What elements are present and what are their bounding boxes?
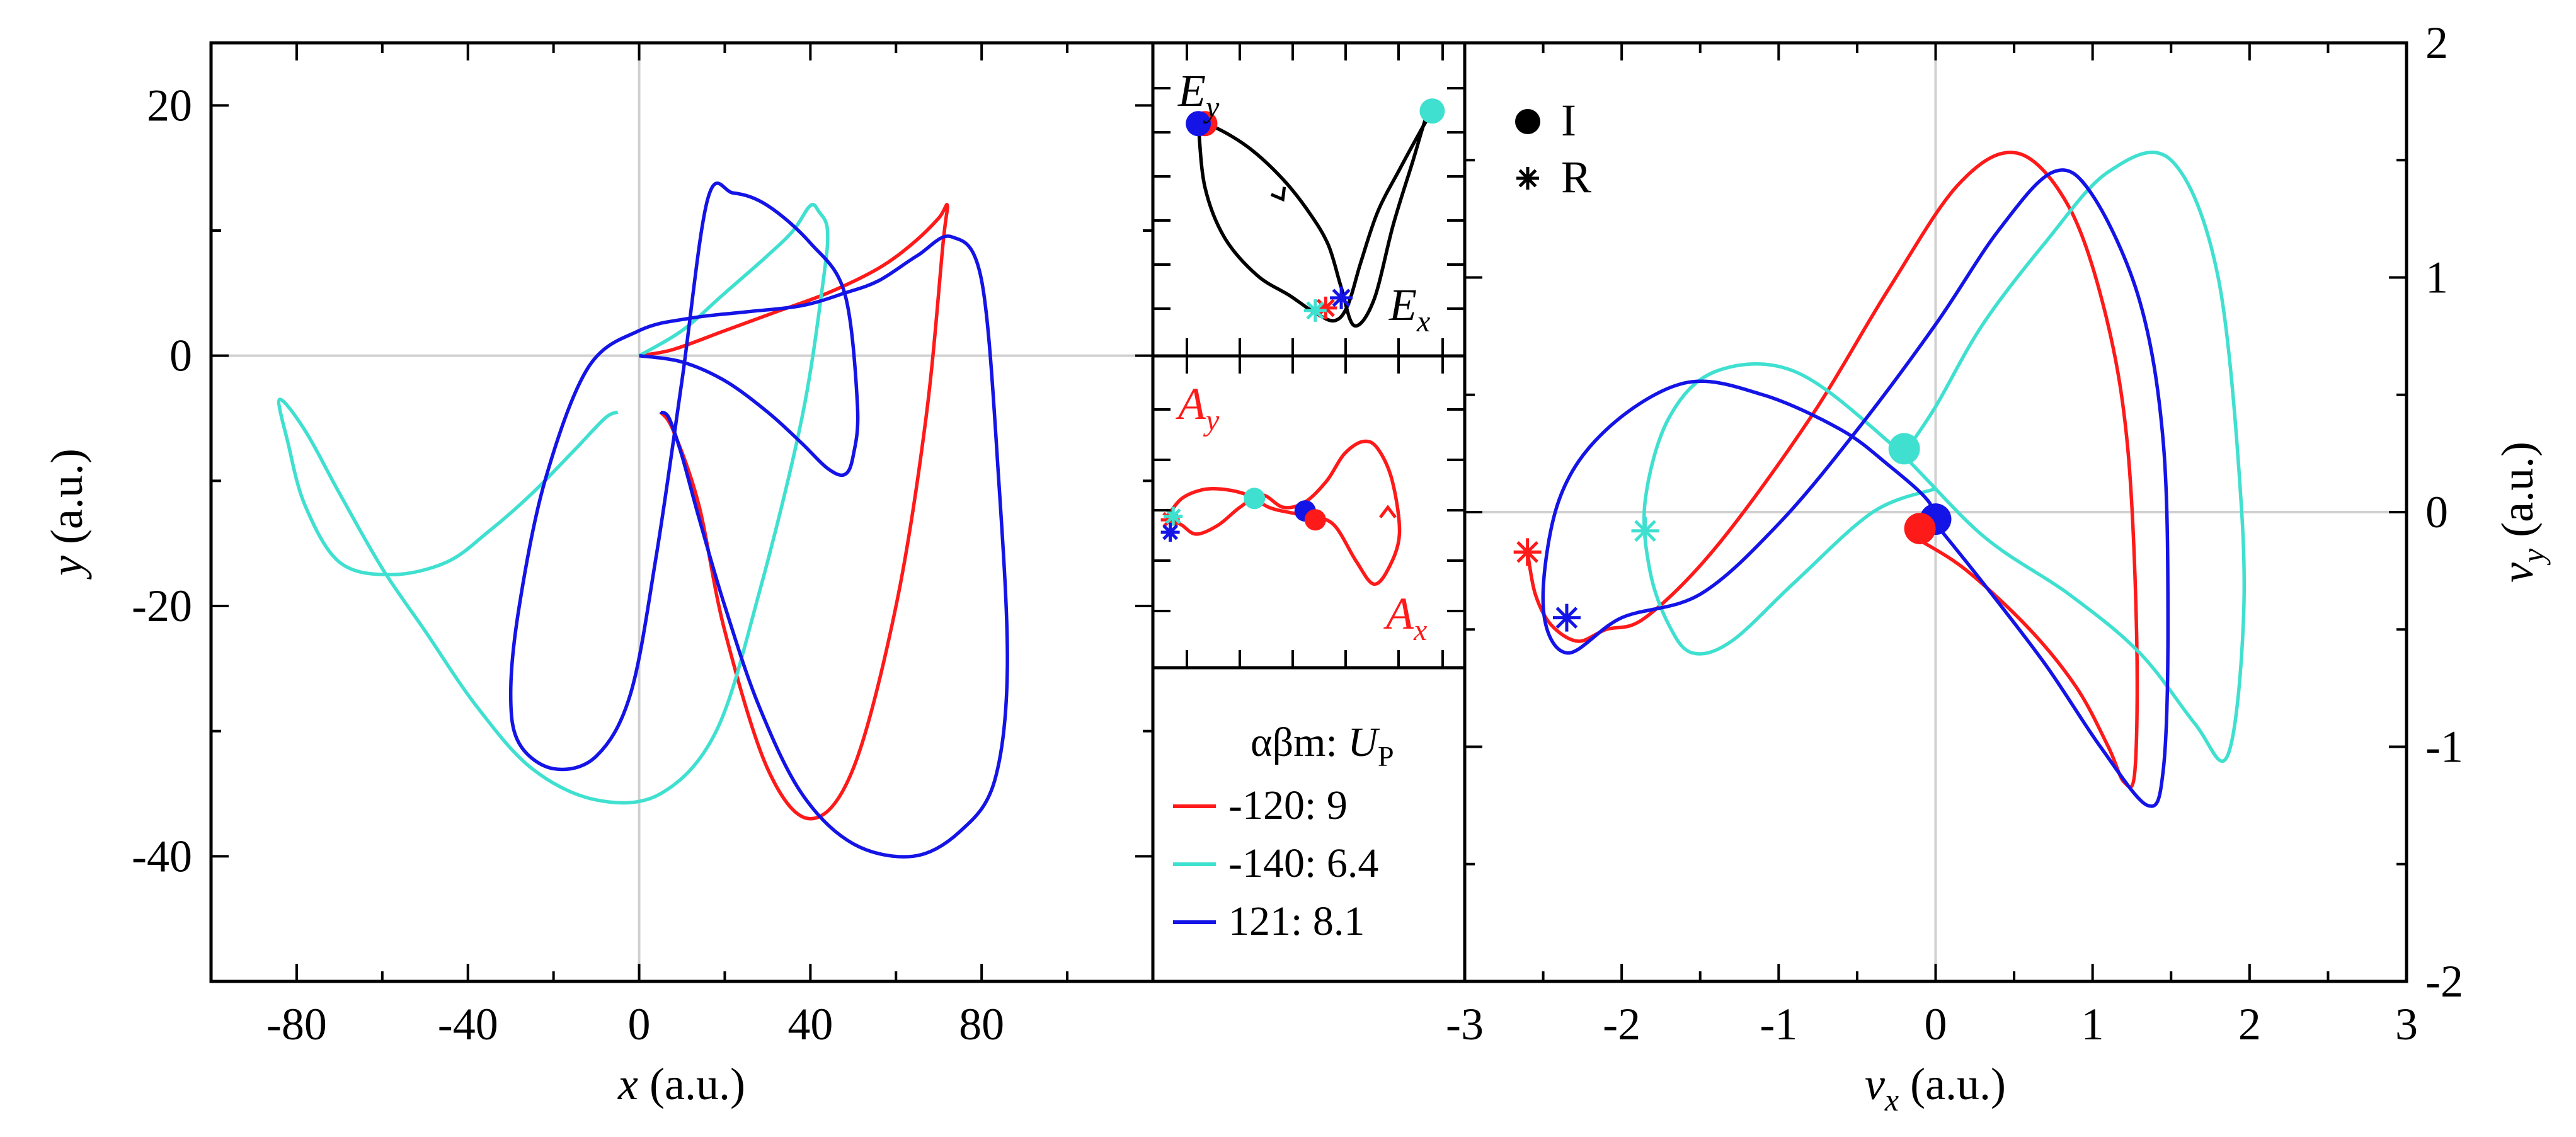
velocity-ytick-label-1: 1 [2425, 253, 2448, 303]
e-field-recollision-marker-4 [1303, 299, 1327, 322]
velocity-ylabel: vy (a.u.) [2492, 442, 2551, 583]
velocity-ionization-marker-2 [1904, 513, 1936, 545]
marker-legend: IR [1515, 95, 1591, 202]
xy-xlabel: x (a.u.) [617, 1059, 745, 1109]
xy-panel: -80 -40 0 40 80 20 0 -20 -40 x (a.u.) y (a.u.) [42, 41, 1155, 1109]
a-potential-ylabel: Ay [1176, 379, 1220, 437]
xy-ytick-label-0: 20 [147, 80, 192, 130]
velocity-curves [1513, 151, 2247, 808]
a-potential-recollision-marker-4 [1164, 506, 1183, 526]
legend-header: αβm: UP [1251, 719, 1394, 772]
velocity-ticks: -3 -2 -1 0 1 2 3 2 1 0 -1 -2 [1446, 18, 2463, 1049]
velocity-series-0 [1525, 151, 2139, 789]
e-field-arrow-0 [1270, 186, 1286, 202]
e-field-ionization-marker-2 [1419, 98, 1445, 124]
e-field-recollision-marker-5 [1330, 286, 1353, 309]
xy-ytick-label-1: 0 [169, 331, 192, 381]
xy-ytick-label-3: -40 [132, 831, 192, 881]
a-potential-ionization-marker-2 [1304, 509, 1326, 531]
e-field-curve [1186, 98, 1445, 328]
legend-rows: -120: 9 -140: 6.4 121: 8.1 [1173, 782, 1378, 944]
xy-series-1 [277, 203, 830, 805]
velocity-panel: -3 -2 -1 0 1 2 3 2 1 0 -1 -2 IR vx (a.u.) vy (a.u.) [1446, 18, 2551, 1117]
velocity-ytick-label-3: -1 [2425, 722, 2463, 772]
a-potential-xlabel: Ax [1383, 588, 1427, 647]
velocity-series-2 [1541, 168, 2170, 808]
a-potential-recollision-marker-5 [1160, 523, 1180, 542]
xy-ylabel: y (a.u.) [42, 449, 92, 580]
e-field-ionization-marker-1 [1186, 111, 1211, 137]
e-field-xlabel: Ex [1388, 280, 1430, 338]
velocity-xtick-label-6: 3 [2395, 999, 2418, 1049]
velocity-recollision-marker-3 [1513, 538, 1542, 566]
a-potential-ticks [1153, 356, 1465, 668]
xy-xtick-label-0: -80 [266, 999, 327, 1049]
e-field-ylabel: Ey [1177, 66, 1220, 124]
marker-legend-label-0: I [1561, 95, 1576, 146]
xy-frame [209, 41, 1155, 983]
velocity-ytick-label-2: 0 [2425, 487, 2448, 537]
velocity-xtick-label-5: 2 [2238, 999, 2261, 1049]
xy-xtick-label-3: 40 [787, 999, 833, 1049]
a-potential-series-0 [1165, 439, 1402, 586]
a-potential-ionization-marker-0 [1244, 488, 1266, 510]
xy-xtick-label-4: 80 [959, 999, 1004, 1049]
e-field-ticks [1153, 43, 1465, 356]
legend-panel: αβm: UP -120: 9 -140: 6.4 121: 8.1 [1151, 666, 1467, 983]
a-potential-arrow-0 [1378, 505, 1397, 518]
e-field-panel: Ey Ex [1151, 41, 1467, 358]
marker-legend-symbol-0 [1515, 109, 1540, 134]
velocity-ytick-label-0: 2 [2425, 18, 2448, 68]
legend-label-2: 121: 8.1 [1228, 898, 1365, 944]
xy-series-2 [508, 181, 1009, 859]
legend-label-0: -120: 9 [1228, 782, 1348, 828]
velocity-xtick-label-2: -1 [1760, 999, 1797, 1049]
marker-legend-symbol-1 [1516, 167, 1539, 190]
xy-xtick-label-2: 0 [628, 999, 651, 1049]
velocity-xtick-label-4: 1 [2081, 999, 2104, 1049]
xy-series-0 [638, 203, 949, 821]
xy-ytick-label-2: -20 [132, 581, 192, 631]
velocity-recollision-marker-4 [1631, 517, 1659, 545]
velocity-frame [1463, 41, 2408, 983]
legend-label-1: -140: 6.4 [1228, 840, 1378, 886]
marker-legend-label-1: R [1561, 152, 1591, 202]
velocity-xtick-label-3: 0 [1925, 999, 1947, 1049]
velocity-ytick-label-4: -2 [2425, 956, 2463, 1007]
a-potential-curve [1160, 439, 1402, 586]
velocity-xtick-label-0: -3 [1446, 999, 1484, 1049]
xy-xtick-label-1: -40 [438, 999, 498, 1049]
velocity-series-1 [1642, 151, 2247, 763]
velocity-recollision-marker-5 [1552, 603, 1581, 632]
xy-ticks: -80 -40 0 40 80 20 0 -20 -40 [132, 43, 1154, 1049]
xy-curves [277, 181, 1009, 859]
velocity-xtick-label-1: -2 [1603, 999, 1640, 1049]
velocity-xlabel: vx (a.u.) [1865, 1059, 2006, 1117]
velocity-ionization-marker-0 [1888, 433, 1920, 465]
a-potential-panel: Ay Ax [1151, 354, 1467, 670]
